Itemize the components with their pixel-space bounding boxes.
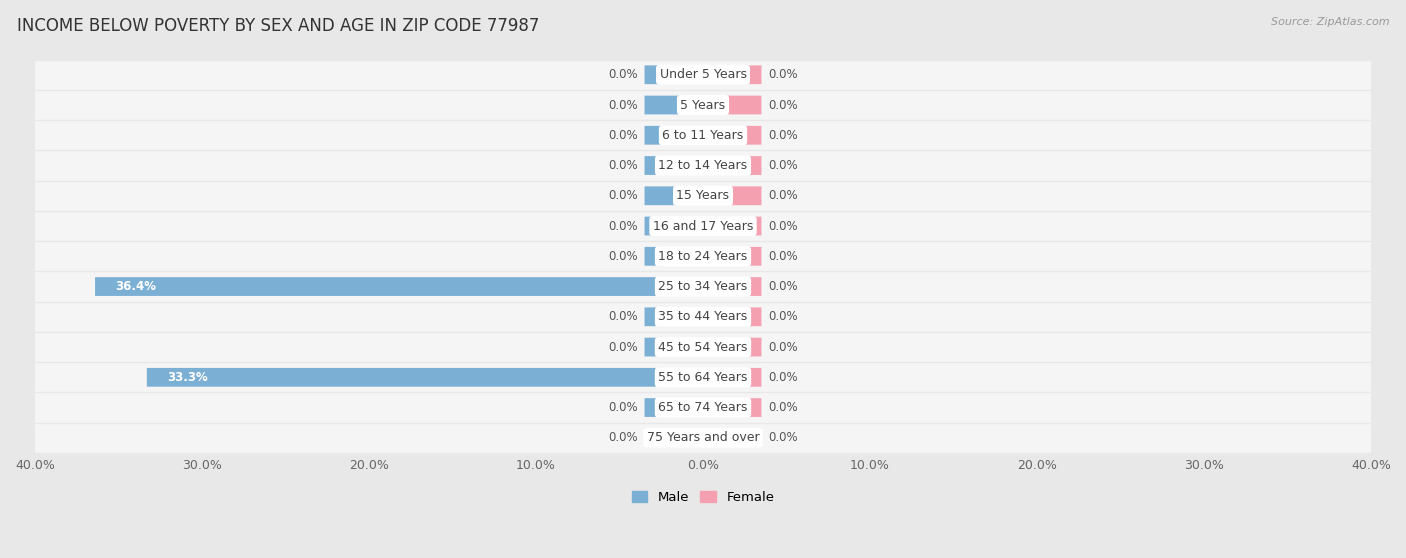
Text: 6 to 11 Years: 6 to 11 Years (662, 129, 744, 142)
FancyBboxPatch shape (24, 87, 1382, 123)
FancyBboxPatch shape (24, 389, 1382, 426)
FancyBboxPatch shape (24, 238, 1382, 275)
FancyBboxPatch shape (24, 420, 1382, 456)
Text: 0.0%: 0.0% (768, 340, 797, 354)
FancyBboxPatch shape (703, 368, 762, 387)
Text: 75 Years and over: 75 Years and over (647, 431, 759, 444)
FancyBboxPatch shape (703, 126, 762, 145)
FancyBboxPatch shape (24, 208, 1382, 244)
Text: 0.0%: 0.0% (768, 371, 797, 384)
Text: 0.0%: 0.0% (609, 250, 638, 263)
FancyBboxPatch shape (644, 338, 703, 357)
FancyBboxPatch shape (644, 126, 703, 145)
FancyBboxPatch shape (644, 429, 703, 447)
FancyBboxPatch shape (703, 338, 762, 357)
Text: 0.0%: 0.0% (609, 401, 638, 414)
FancyBboxPatch shape (703, 217, 762, 235)
Text: Source: ZipAtlas.com: Source: ZipAtlas.com (1271, 17, 1389, 27)
FancyBboxPatch shape (24, 117, 1382, 153)
FancyBboxPatch shape (644, 307, 703, 326)
FancyBboxPatch shape (24, 329, 1382, 365)
FancyBboxPatch shape (24, 147, 1382, 184)
Text: 0.0%: 0.0% (768, 189, 797, 203)
Text: 33.3%: 33.3% (167, 371, 208, 384)
Text: 55 to 64 Years: 55 to 64 Years (658, 371, 748, 384)
FancyBboxPatch shape (24, 299, 1382, 335)
Text: 0.0%: 0.0% (609, 99, 638, 112)
FancyBboxPatch shape (24, 177, 1382, 214)
FancyBboxPatch shape (703, 429, 762, 447)
Text: 0.0%: 0.0% (768, 99, 797, 112)
FancyBboxPatch shape (146, 368, 703, 387)
Legend: Male, Female: Male, Female (626, 485, 780, 509)
FancyBboxPatch shape (24, 359, 1382, 396)
Text: 0.0%: 0.0% (609, 219, 638, 233)
FancyBboxPatch shape (703, 65, 762, 84)
Text: 12 to 14 Years: 12 to 14 Years (658, 159, 748, 172)
FancyBboxPatch shape (703, 277, 762, 296)
Text: INCOME BELOW POVERTY BY SEX AND AGE IN ZIP CODE 77987: INCOME BELOW POVERTY BY SEX AND AGE IN Z… (17, 17, 540, 35)
FancyBboxPatch shape (703, 307, 762, 326)
Text: 0.0%: 0.0% (768, 310, 797, 323)
Text: 0.0%: 0.0% (609, 129, 638, 142)
Text: 35 to 44 Years: 35 to 44 Years (658, 310, 748, 323)
FancyBboxPatch shape (703, 186, 762, 205)
Text: 18 to 24 Years: 18 to 24 Years (658, 250, 748, 263)
Text: 0.0%: 0.0% (609, 310, 638, 323)
Text: 0.0%: 0.0% (609, 159, 638, 172)
Text: 0.0%: 0.0% (768, 219, 797, 233)
Text: 0.0%: 0.0% (768, 250, 797, 263)
FancyBboxPatch shape (703, 247, 762, 266)
FancyBboxPatch shape (24, 56, 1382, 93)
Text: 65 to 74 Years: 65 to 74 Years (658, 401, 748, 414)
FancyBboxPatch shape (96, 277, 703, 296)
Text: 0.0%: 0.0% (609, 68, 638, 81)
FancyBboxPatch shape (703, 156, 762, 175)
FancyBboxPatch shape (644, 156, 703, 175)
FancyBboxPatch shape (644, 95, 703, 114)
FancyBboxPatch shape (24, 268, 1382, 305)
FancyBboxPatch shape (644, 65, 703, 84)
FancyBboxPatch shape (703, 398, 762, 417)
Text: 36.4%: 36.4% (115, 280, 156, 293)
Text: 25 to 34 Years: 25 to 34 Years (658, 280, 748, 293)
Text: 0.0%: 0.0% (768, 159, 797, 172)
Text: 16 and 17 Years: 16 and 17 Years (652, 219, 754, 233)
Text: Under 5 Years: Under 5 Years (659, 68, 747, 81)
Text: 0.0%: 0.0% (768, 401, 797, 414)
Text: 0.0%: 0.0% (609, 340, 638, 354)
Text: 0.0%: 0.0% (768, 129, 797, 142)
FancyBboxPatch shape (644, 247, 703, 266)
Text: 0.0%: 0.0% (768, 68, 797, 81)
Text: 0.0%: 0.0% (609, 189, 638, 203)
FancyBboxPatch shape (703, 95, 762, 114)
Text: 5 Years: 5 Years (681, 99, 725, 112)
Text: 0.0%: 0.0% (609, 431, 638, 444)
Text: 15 Years: 15 Years (676, 189, 730, 203)
Text: 45 to 54 Years: 45 to 54 Years (658, 340, 748, 354)
FancyBboxPatch shape (644, 217, 703, 235)
FancyBboxPatch shape (644, 186, 703, 205)
Text: 0.0%: 0.0% (768, 431, 797, 444)
Text: 0.0%: 0.0% (768, 280, 797, 293)
FancyBboxPatch shape (644, 398, 703, 417)
